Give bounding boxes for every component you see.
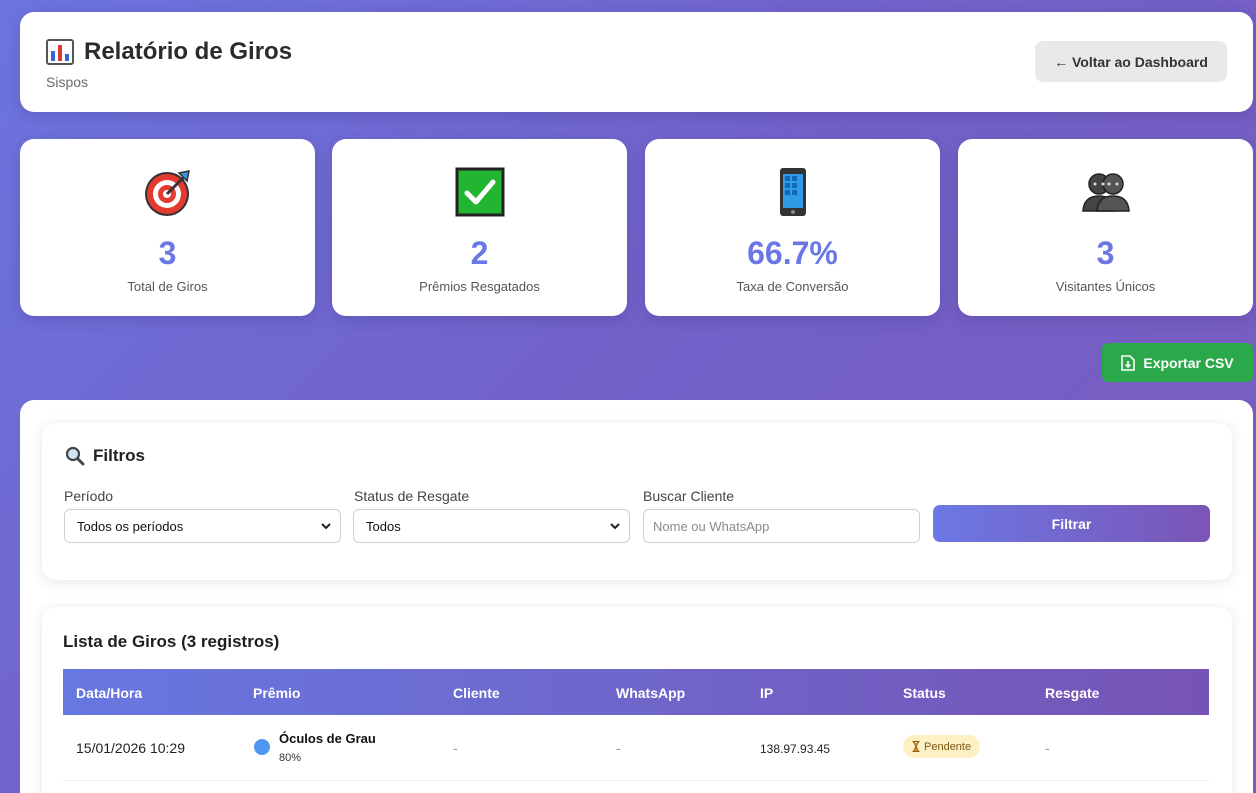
table-header: Data/Hora Prêmio Cliente WhatsApp IP Sta…: [63, 669, 1209, 715]
column-header-client: Cliente: [453, 685, 500, 701]
page-header: Relatório de Giros Sispos ← Voltar ao Da…: [20, 12, 1253, 112]
stat-label: Total de Giros: [127, 279, 208, 294]
cell-redeem: -: [1045, 740, 1050, 756]
column-header-status: Status: [903, 685, 946, 701]
main-panel: Filtros Período Todos os períodos Status…: [20, 400, 1253, 793]
mobile-phone-icon: [779, 168, 806, 216]
status-select-value: Todos: [366, 518, 401, 534]
chevron-down-icon: [610, 523, 620, 530]
column-header-whatsapp: WhatsApp: [616, 685, 686, 701]
spins-list-card: Lista de Giros (3 registros) Data/Hora P…: [42, 607, 1232, 793]
back-to-dashboard-button[interactable]: ← Voltar ao Dashboard: [1035, 41, 1227, 82]
filter-button[interactable]: Filtrar: [933, 505, 1210, 542]
filters-title-text: Filtros: [93, 446, 145, 465]
table-row[interactable]: 15/01/2026 10:29 Óculos de Grau 80% - - …: [63, 715, 1209, 781]
export-csv-label: Exportar CSV: [1143, 354, 1234, 371]
prize-color-dot: [254, 739, 270, 755]
status-label: Status de Resgate: [354, 488, 470, 504]
stat-value: 2: [470, 235, 489, 271]
search-label: Buscar Cliente: [643, 488, 735, 504]
page-title: Relatório de Giros: [84, 38, 293, 65]
column-header-redeem: Resgate: [1045, 685, 1100, 701]
status-badge-text: Pendente: [924, 740, 972, 753]
stat-value: 3: [1096, 235, 1115, 271]
list-title: Lista de Giros (3 registros): [63, 632, 280, 651]
cell-prize-name: Óculos de Grau: [279, 731, 376, 746]
stat-card-total-spins: 3 Total de Giros: [20, 139, 315, 316]
hourglass-icon: [912, 741, 920, 752]
magnifier-icon: [65, 446, 85, 466]
stat-label: Visitantes Únicos: [1055, 279, 1156, 294]
filters-card: Filtros Período Todos os períodos Status…: [42, 423, 1232, 580]
check-icon: [455, 167, 504, 217]
cell-whatsapp: -: [616, 740, 621, 756]
search-placeholder: Nome ou WhatsApp: [653, 518, 770, 534]
export-csv-button[interactable]: Exportar CSV: [1102, 343, 1253, 382]
stat-card-conversion-rate: 66.7% Taxa de Conversão: [645, 139, 940, 316]
period-label: Período: [64, 488, 114, 504]
target-icon: [144, 170, 190, 216]
column-header-prize: Prêmio: [253, 685, 301, 701]
stat-label: Taxa de Conversão: [736, 279, 849, 294]
page-subtitle: Sispos: [46, 74, 89, 90]
cell-client: -: [453, 740, 458, 756]
users-icon: [1081, 173, 1130, 212]
period-select-value: Todos os períodos: [77, 518, 184, 534]
cell-ip: 138.97.93.45: [760, 742, 831, 756]
filters-title: Filtros: [65, 446, 145, 466]
stats-row: 3 Total de Giros 2 Prêmios Resgatados 66…: [20, 139, 1253, 316]
stat-card-unique-visitors: 3 Visitantes Únicos: [958, 139, 1253, 316]
status-badge: Pendente: [903, 735, 981, 758]
bar-chart-icon: [46, 39, 74, 65]
column-header-datetime: Data/Hora: [76, 685, 143, 701]
title-row: Relatório de Giros: [46, 38, 292, 66]
column-header-ip: IP: [760, 685, 774, 701]
search-input[interactable]: Nome ou WhatsApp: [643, 509, 920, 543]
stat-card-prizes-redeemed: 2 Prêmios Resgatados: [332, 139, 627, 316]
chevron-down-icon: [321, 523, 331, 530]
status-select[interactable]: Todos: [353, 509, 630, 543]
stat-label: Prêmios Resgatados: [419, 279, 540, 294]
cell-prize-percent: 80%: [279, 752, 302, 764]
cell-datetime: 15/01/2026 10:29: [76, 740, 185, 756]
file-download-icon: [1121, 354, 1136, 371]
stat-value: 3: [158, 235, 177, 271]
stat-value: 66.7%: [747, 235, 838, 271]
period-select[interactable]: Todos os períodos: [64, 509, 341, 543]
